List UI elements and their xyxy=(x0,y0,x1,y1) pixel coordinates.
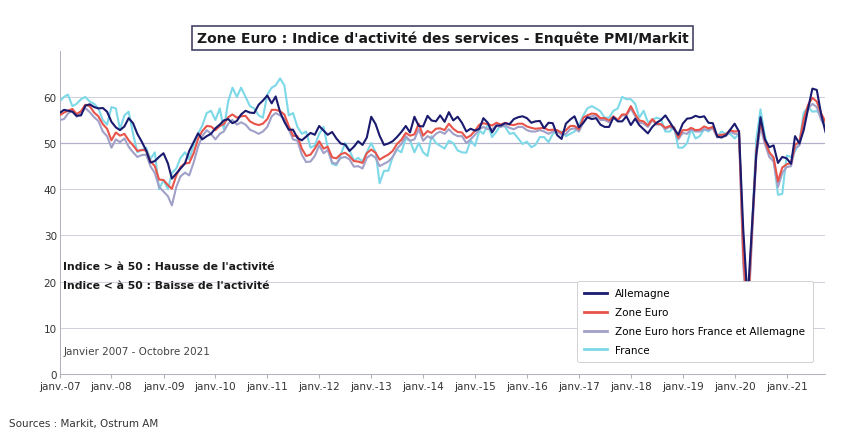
Legend: Allemagne, Zone Euro, Zone Euro hors France et Allemagne, France: Allemagne, Zone Euro, Zone Euro hors Fra… xyxy=(577,282,813,362)
Text: Indice > à 50 : Hausse de l'activité: Indice > à 50 : Hausse de l'activité xyxy=(64,261,275,271)
Text: Sources : Markit, Ostrum AM: Sources : Markit, Ostrum AM xyxy=(9,418,157,428)
Title: Zone Euro : Indice d'activité des services - Enquête PMI/Markit: Zone Euro : Indice d'activité des servic… xyxy=(197,32,688,46)
Text: Indice < à 50 : Baisse de l'activité: Indice < à 50 : Baisse de l'activité xyxy=(64,280,270,290)
Text: Janvier 2007 - Octobre 2021: Janvier 2007 - Octobre 2021 xyxy=(64,347,210,356)
